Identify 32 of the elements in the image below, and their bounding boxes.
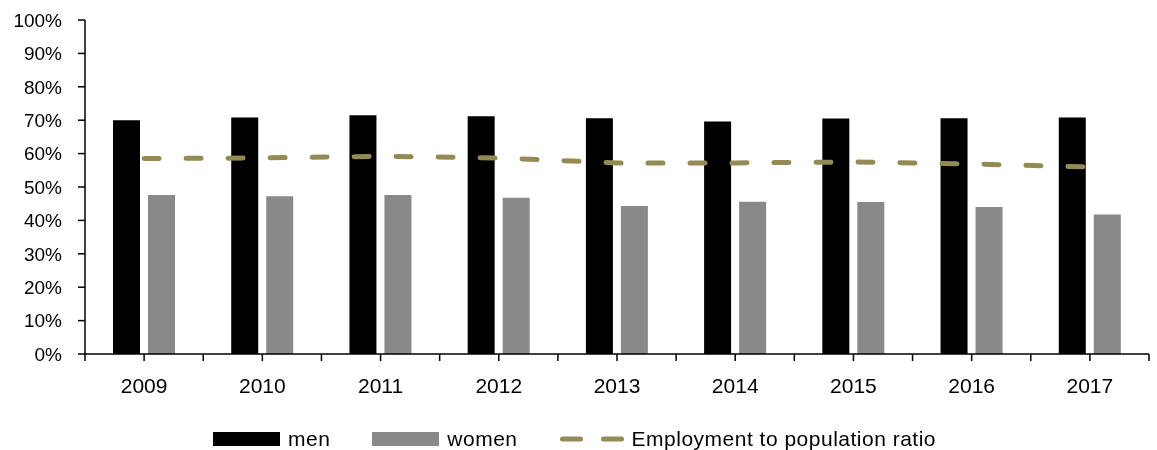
y-tick-label: 0% xyxy=(34,343,63,365)
bar xyxy=(266,196,294,354)
y-tick-label: 100% xyxy=(13,9,63,31)
y-tick-label: 50% xyxy=(23,176,63,198)
x-tick-label: 2016 xyxy=(948,373,996,397)
bar xyxy=(857,202,885,354)
bar xyxy=(975,207,1003,354)
x-tick-label: 2014 xyxy=(711,373,759,397)
bar xyxy=(620,206,648,354)
legend-label: Employment to population ratio xyxy=(631,427,937,450)
x-tick-label: 2015 xyxy=(830,373,877,397)
x-tick-label: 2010 xyxy=(238,373,286,397)
y-tick-label: 40% xyxy=(23,210,63,232)
y-tick-label: 60% xyxy=(23,143,63,165)
legend-label: men xyxy=(287,427,331,450)
bar xyxy=(502,197,530,354)
x-tick-label: 2017 xyxy=(1066,373,1114,397)
y-tick-label: 20% xyxy=(23,276,63,298)
y-tick-label: 30% xyxy=(23,243,63,265)
y-tick-label: 10% xyxy=(23,310,63,332)
x-tick-label: 2009 xyxy=(120,373,168,397)
y-tick-label: 70% xyxy=(23,109,63,131)
bar xyxy=(384,195,412,354)
x-tick-label: 2012 xyxy=(475,373,523,397)
legend-label: women xyxy=(447,427,518,450)
x-tick-label: 2011 xyxy=(357,373,404,397)
x-tick-label: 2013 xyxy=(593,373,641,397)
y-tick-label: 90% xyxy=(23,43,63,65)
bar xyxy=(148,195,175,354)
bar xyxy=(1093,214,1121,354)
y-tick-label: 80% xyxy=(23,76,63,98)
bar xyxy=(739,201,767,354)
